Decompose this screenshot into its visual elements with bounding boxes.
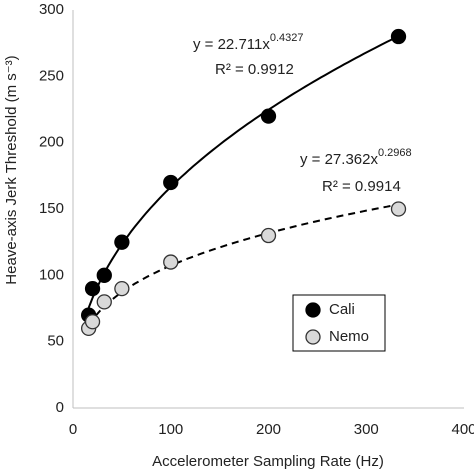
x-axis-title: Accelerometer Sampling Rate (Hz) [152,453,384,470]
trend-equation: y = 27.362x0.2968 [300,147,412,168]
legend-marker [305,329,321,345]
point [84,280,101,297]
y-tick-label: 150 [39,200,64,217]
point [96,294,112,310]
y-tick-label: 250 [39,67,64,84]
point [96,267,112,283]
legend-marker [305,302,321,318]
x-tick-label: 300 [354,421,379,438]
trendline [87,203,399,326]
y-tick-label: 50 [47,333,64,350]
y-tick-label: 100 [39,266,64,283]
r-squared: R² = 0.9912 [215,61,294,78]
point [163,254,179,270]
x-tick-label: 0 [69,421,77,438]
equation: y = 22.711x [193,36,270,53]
point [114,280,130,297]
legend-label: Cali [329,301,355,318]
y-tick-label: 0 [56,399,64,416]
trend-equation: y = 22.711x0.4327 [193,32,304,53]
x-tick-label: 400 [451,421,474,438]
exponent: 0.4327 [270,32,304,44]
x-tick-label: 200 [256,421,281,438]
point [114,234,130,250]
y-axis-title: Heave-axis Jerk Threshold (m s⁻³) [3,55,20,284]
exponent: 0.2968 [378,147,412,159]
point [390,28,407,45]
point [84,314,101,330]
r-squared: R² = 0.9914 [322,178,401,195]
trendline [87,35,399,309]
point [260,227,277,244]
y-tick-label: 300 [39,1,64,18]
y-tick-label: 200 [39,134,64,151]
equation: y = 27.362x [300,151,378,168]
point [163,174,179,191]
point [390,201,407,217]
x-tick-label: 100 [158,421,183,438]
point [260,108,277,124]
legend-label: Nemo [329,328,369,345]
